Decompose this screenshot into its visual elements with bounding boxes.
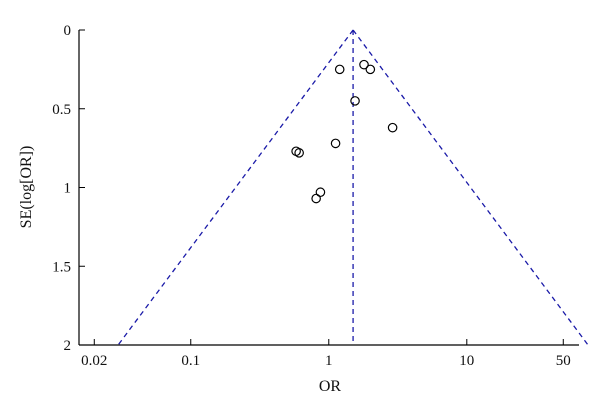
x-axis-ticks: 0.02 0.1 1 10 50 [81, 339, 571, 369]
x-axis-label: OR [319, 378, 342, 395]
study-points [291, 59, 398, 204]
x-tick-label: 10 [459, 353, 474, 369]
x-tick-label: 0.02 [81, 353, 107, 369]
x-tick-label: 1 [325, 353, 333, 369]
study-point [334, 64, 345, 75]
study-point [294, 148, 304, 158]
y-tick-label: 0 [64, 23, 72, 39]
upper-confidence-limit-line [352, 29, 589, 346]
y-axis-ticks: 0 0.5 1 1.5 2 [52, 23, 85, 354]
study-point [330, 138, 341, 149]
x-tick-label: 50 [556, 353, 571, 369]
study-point [359, 59, 369, 70]
y-tick-label: 0.5 [52, 102, 71, 118]
y-tick-label: 1 [64, 181, 72, 197]
study-point [311, 193, 321, 204]
x-tick-label: 0.1 [181, 353, 200, 369]
y-tick-label: 2 [64, 338, 72, 354]
study-point [350, 96, 360, 106]
lower-confidence-limit-line [117, 29, 354, 346]
funnel-guides [117, 29, 589, 346]
y-axis-label: SE(log[OR]) [18, 146, 35, 229]
study-point [365, 64, 376, 75]
study-point [387, 122, 398, 133]
y-tick-label: 1.5 [52, 259, 71, 275]
